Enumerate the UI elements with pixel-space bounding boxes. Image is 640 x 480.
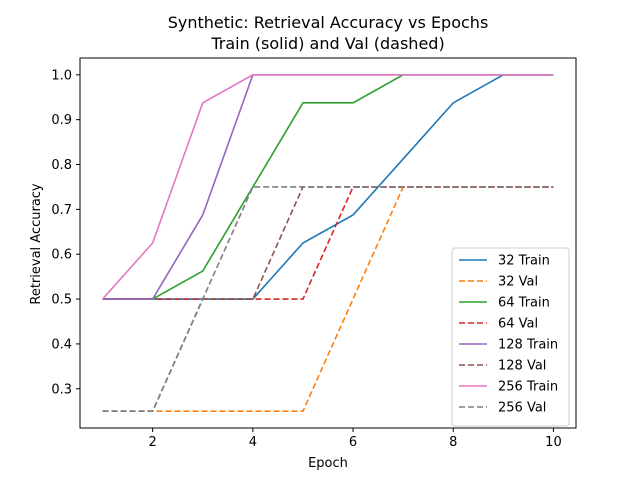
legend-label: 64 Val [498, 317, 538, 332]
series-line-32-val [102, 186, 554, 412]
y-tick-label: 0.9 [51, 113, 72, 128]
x-tick-label: 2 [149, 435, 157, 450]
legend-label: 64 Train [498, 296, 550, 311]
y-tick-label: 0.5 [51, 293, 72, 308]
legend-label: 128 Val [498, 359, 546, 374]
x-axis-ticks: 2 4 6 8 10 [149, 428, 562, 450]
chart-subtitle: Train (solid) and Val (dashed) [210, 34, 444, 53]
series-line-256-val [102, 186, 554, 412]
y-tick-label: 0.6 [51, 248, 72, 263]
legend-label: 256 Val [498, 401, 546, 416]
x-tick-label: 6 [349, 435, 357, 450]
chart-title: Synthetic: Retrieval Accuracy vs Epochs [168, 13, 489, 32]
y-axis-ticks: 0.3 0.4 0.5 0.6 0.7 0.8 0.9 1.0 [51, 68, 80, 397]
x-tick-label: 4 [249, 435, 257, 450]
legend-label: 32 Val [498, 275, 538, 290]
x-tick-label: 10 [545, 435, 562, 450]
y-tick-label: 1.0 [51, 68, 72, 83]
axes-frame [79, 57, 577, 429]
x-axis-label: Epoch [308, 456, 348, 471]
legend: 32 Train 32 Val 64 Train 64 Val 128 Train 128… [451, 247, 570, 427]
series-line-64-val [102, 186, 554, 300]
legend-label: 128 Train [498, 338, 558, 353]
y-tick-label: 0.3 [51, 382, 72, 397]
series-line-256-train [101, 74, 554, 300]
series-lines [101, 74, 554, 412]
y-tick-label: 0.4 [51, 337, 72, 352]
y-axis-label: Retrieval Accuracy [29, 183, 44, 305]
y-tick-label: 0.7 [51, 203, 72, 218]
legend-box [451, 247, 570, 427]
x-tick-label: 8 [449, 435, 457, 450]
y-tick-label: 0.8 [51, 158, 72, 173]
legend-label: 256 Train [498, 380, 558, 395]
legend-label: 32 Train [498, 254, 550, 269]
